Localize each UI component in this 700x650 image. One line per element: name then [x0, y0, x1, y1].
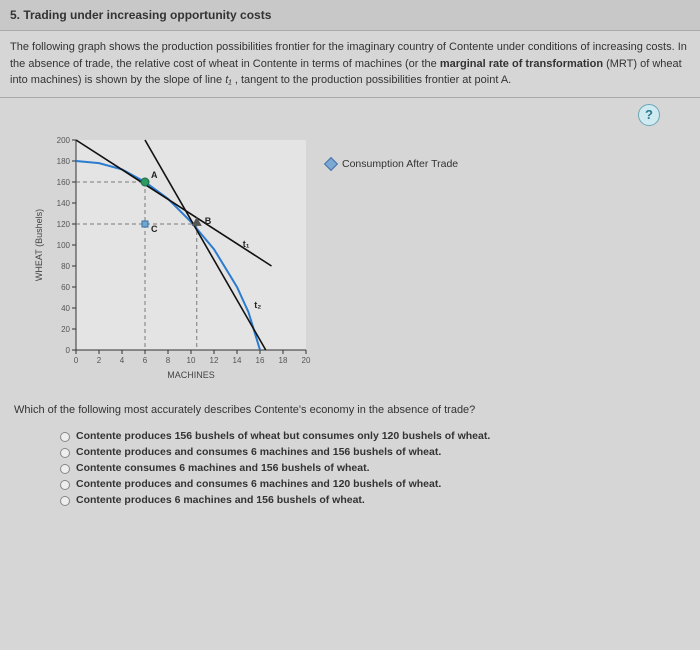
- help-row: ?: [0, 98, 700, 128]
- svg-text:t₂: t₂: [254, 300, 261, 310]
- question-label: Which of the following most accurately d…: [14, 404, 475, 416]
- svg-text:60: 60: [61, 283, 70, 292]
- svg-text:C: C: [151, 224, 158, 234]
- section-header: 5. Trading under increasing opportunity …: [0, 0, 700, 31]
- section-title: 5. Trading under increasing opportunity …: [10, 8, 271, 22]
- svg-text:4: 4: [120, 356, 125, 365]
- intro-text: The following graph shows the production…: [0, 31, 700, 98]
- svg-text:10: 10: [187, 356, 196, 365]
- svg-text:t₁: t₁: [243, 239, 250, 249]
- svg-text:20: 20: [302, 356, 311, 365]
- svg-text:A: A: [151, 170, 158, 180]
- svg-text:100: 100: [57, 241, 71, 250]
- svg-text:MACHINES: MACHINES: [167, 370, 215, 380]
- ppf-chart: 0 20 40 60 80 100 120 140 160 180 200 0 2 4 6 8 10 12 14 16…: [30, 134, 312, 384]
- option-3[interactable]: Contente produces and consumes 6 machine…: [60, 478, 690, 490]
- option-label: Contente produces and consumes 6 machine…: [76, 446, 441, 458]
- intro-italic: t₁: [225, 74, 232, 86]
- svg-text:B: B: [205, 215, 212, 225]
- option-label: Contente consumes 6 machines and 156 bus…: [76, 462, 370, 474]
- radio-icon[interactable]: [60, 432, 70, 442]
- radio-icon[interactable]: [60, 480, 70, 490]
- svg-text:80: 80: [61, 262, 70, 271]
- diamond-icon: [324, 156, 338, 170]
- svg-text:16: 16: [256, 356, 265, 365]
- radio-icon[interactable]: [60, 448, 70, 458]
- chart-area: 0 20 40 60 80 100 120 140 160 180 200 0 2 4 6 8 10 12 14 16…: [0, 128, 700, 390]
- svg-text:6: 6: [143, 356, 148, 365]
- help-icon: ?: [645, 107, 653, 122]
- radio-icon[interactable]: [60, 464, 70, 474]
- svg-text:14: 14: [233, 356, 242, 365]
- svg-text:18: 18: [279, 356, 288, 365]
- svg-text:8: 8: [166, 356, 171, 365]
- intro-bold: marginal rate of transformation: [440, 58, 603, 70]
- svg-text:140: 140: [57, 199, 71, 208]
- radio-icon[interactable]: [60, 496, 70, 506]
- svg-text:0: 0: [74, 356, 79, 365]
- svg-text:2: 2: [97, 356, 102, 365]
- legend: Consumption After Trade: [326, 134, 458, 384]
- option-0[interactable]: Contente produces 156 bushels of wheat b…: [60, 430, 690, 442]
- svg-text:120: 120: [57, 220, 71, 229]
- svg-text:12: 12: [210, 356, 219, 365]
- option-label: Contente produces 156 bushels of wheat b…: [76, 430, 490, 442]
- svg-text:160: 160: [57, 178, 71, 187]
- option-1[interactable]: Contente produces and consumes 6 machine…: [60, 446, 690, 458]
- svg-text:20: 20: [61, 325, 70, 334]
- option-2[interactable]: Contente consumes 6 machines and 156 bus…: [60, 462, 690, 474]
- option-4[interactable]: Contente produces 6 machines and 156 bus…: [60, 494, 690, 506]
- legend-label: Consumption After Trade: [342, 158, 458, 170]
- svg-text:200: 200: [57, 136, 71, 145]
- svg-text:40: 40: [61, 304, 70, 313]
- svg-text:0: 0: [66, 346, 71, 355]
- svg-text:180: 180: [57, 157, 71, 166]
- legend-row: Consumption After Trade: [326, 158, 458, 170]
- help-button[interactable]: ?: [638, 104, 660, 126]
- svg-text:WHEAT (Bushels): WHEAT (Bushels): [34, 208, 44, 280]
- intro-part3: , tangent to the production possibilitie…: [235, 74, 511, 86]
- question-text: Which of the following most accurately d…: [0, 390, 700, 420]
- option-label: Contente produces 6 machines and 156 bus…: [76, 494, 365, 506]
- options-list: Contente produces 156 bushels of wheat b…: [0, 420, 700, 522]
- option-label: Contente produces and consumes 6 machine…: [76, 478, 441, 490]
